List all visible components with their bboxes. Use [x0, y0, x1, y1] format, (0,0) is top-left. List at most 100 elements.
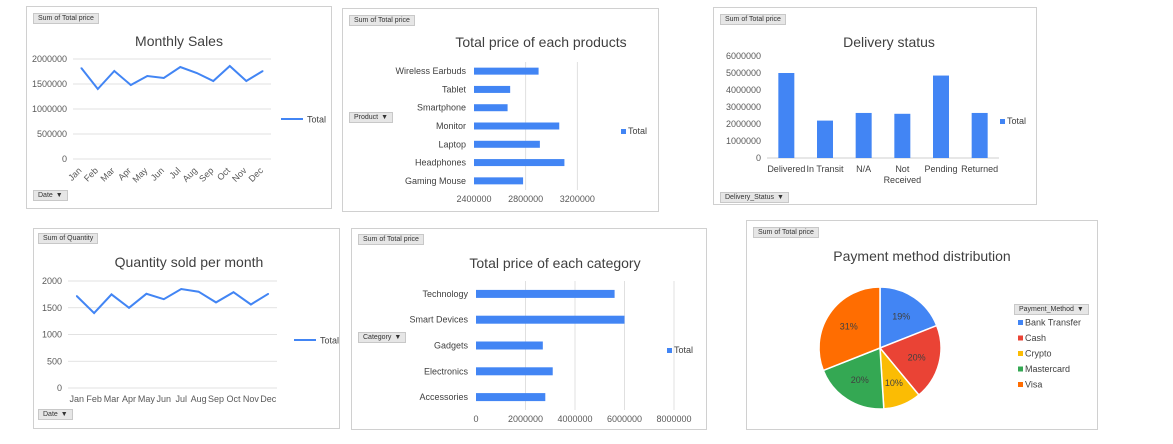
bar: [474, 177, 524, 185]
data-point: [250, 303, 252, 306]
category-label: Tablet: [442, 84, 467, 94]
category-label: In Transit: [806, 164, 844, 174]
dropdown-arrow-icon: ▼: [60, 411, 68, 418]
legend-label: Total: [674, 345, 693, 355]
x-tick-label: 2000000: [508, 414, 543, 424]
pie-slice: [822, 346, 885, 410]
filter-chip-label: Date: [38, 192, 53, 199]
dropdown-arrow-icon: ▼: [394, 334, 402, 341]
data-point: [162, 298, 165, 300]
y-tick-label: 3000000: [726, 102, 761, 112]
pie-data-label: 20%: [851, 375, 869, 385]
legend-label: Total: [628, 126, 647, 136]
chart-title: Quantity sold per month: [115, 254, 264, 270]
data-point: [75, 295, 78, 297]
legend-label: Crypto: [1025, 349, 1052, 359]
category-label: Electronics: [424, 366, 469, 376]
y-tick-label: 2000: [42, 276, 62, 286]
y-tick-label: 0: [57, 383, 62, 393]
field-chip[interactable]: Sum of Total price: [358, 234, 424, 245]
bar: [855, 112, 872, 158]
field-chip[interactable]: Sum of Quantity: [38, 233, 99, 244]
y-tick-label: 0: [62, 154, 67, 164]
data-point: [180, 288, 183, 290]
payment-method-chart: Payment method distribution 19% 20% 10% 20% 3…: [818, 248, 1081, 410]
legend-swatch: [1018, 335, 1023, 341]
monthly-sales-chart: Monthly Sales 0 500000 1000000 1500000 200000…: [32, 33, 326, 185]
bar: [476, 367, 553, 376]
data-point: [261, 70, 264, 72]
y-tick-label: 1500: [42, 303, 62, 313]
data-point: [267, 293, 270, 295]
dropdown-arrow-icon: ▼: [1076, 306, 1084, 313]
bar: [971, 112, 988, 158]
bar: [474, 122, 560, 130]
data-point: [93, 312, 95, 314]
bar: [476, 393, 546, 402]
chart-title: Total price of each products: [455, 34, 626, 50]
category-label: Smartphone: [417, 103, 466, 113]
field-chip[interactable]: Sum of Total price: [753, 227, 819, 238]
product-filter-button[interactable]: Product ▼: [349, 112, 394, 123]
field-chip[interactable]: Sum of Total price: [33, 13, 99, 24]
data-point: [195, 72, 198, 74]
bar: [474, 159, 565, 167]
bar: [894, 113, 911, 158]
payment-method-filter-button[interactable]: Payment_Method ▼: [1014, 304, 1089, 315]
pie-data-label: 10%: [885, 378, 903, 388]
data-point: [212, 80, 215, 82]
date-filter-button[interactable]: Date ▼: [33, 190, 68, 201]
category-price-chart: Total price of each category 0 2000000 4000…: [409, 255, 693, 424]
data-point: [179, 66, 182, 68]
x-tick-label: 6000000: [607, 414, 642, 424]
field-chip[interactable]: Sum of Total price: [720, 14, 786, 25]
series-line-total: [80, 64, 264, 91]
y-tick-label: 0: [756, 153, 761, 163]
x-tick-label: Aug: [181, 165, 199, 183]
y-tick-label: 4000000: [726, 85, 761, 95]
pie-slice: [818, 286, 881, 372]
data-point: [232, 291, 235, 294]
x-tick-label: Sep: [208, 394, 224, 404]
field-chip[interactable]: Sum of Total price: [349, 15, 415, 26]
pie-data-label: 19%: [892, 312, 910, 322]
data-point: [146, 75, 149, 77]
delivery-status-panel: Sum of Total price Delivery_Status ▼ Deli…: [713, 7, 1037, 205]
y-tick-label: 2000000: [726, 119, 761, 129]
y-tick-label: 5000000: [726, 68, 761, 78]
bar: [474, 104, 508, 112]
category-label: Smart Devices: [409, 315, 468, 325]
legend-swatch: [1018, 382, 1023, 387]
legend-swatch: [667, 348, 672, 353]
product-price-chart: Total price of each products 2400000 28000…: [395, 34, 647, 204]
data-point: [96, 88, 99, 90]
category-filter-button[interactable]: Category ▼: [358, 332, 407, 343]
bar: [778, 73, 795, 158]
legend-label: Visa: [1025, 380, 1042, 390]
x-tick-label: Aug: [191, 394, 207, 404]
date-filter-button[interactable]: Date ▼: [38, 409, 73, 420]
x-tick-label: Apr: [116, 165, 133, 182]
legend-swatch: [621, 129, 626, 134]
x-tick-label: May: [130, 165, 149, 184]
data-point: [110, 293, 113, 296]
delivery-status-filter-button[interactable]: Delivery_Status ▼: [720, 192, 789, 203]
x-tick-label: Apr: [122, 394, 136, 404]
quantity-panel: Sum of Quantity Date ▼ Quantity sold per …: [33, 228, 340, 429]
pie-data-label: 31%: [840, 322, 858, 332]
bar: [474, 67, 539, 75]
filter-chip-label: Date: [43, 411, 58, 418]
x-tick-label: 3200000: [560, 194, 595, 204]
category-price-panel: Sum of Total price Category ▼ Total price…: [351, 228, 707, 430]
bar: [476, 315, 625, 324]
quantity-chart: Quantity sold per month 0 500 1000 1500 2000 J…: [42, 254, 339, 404]
data-point: [145, 293, 148, 295]
x-tick-label: 2400000: [456, 194, 491, 204]
category-label: Technology: [422, 289, 468, 299]
category-label: Gaming Mouse: [405, 176, 466, 186]
data-point: [245, 80, 248, 82]
pie-slice: [878, 324, 942, 397]
x-tick-label: 0: [473, 414, 478, 424]
bar: [817, 120, 833, 158]
x-tick-label: Jul: [167, 165, 182, 180]
